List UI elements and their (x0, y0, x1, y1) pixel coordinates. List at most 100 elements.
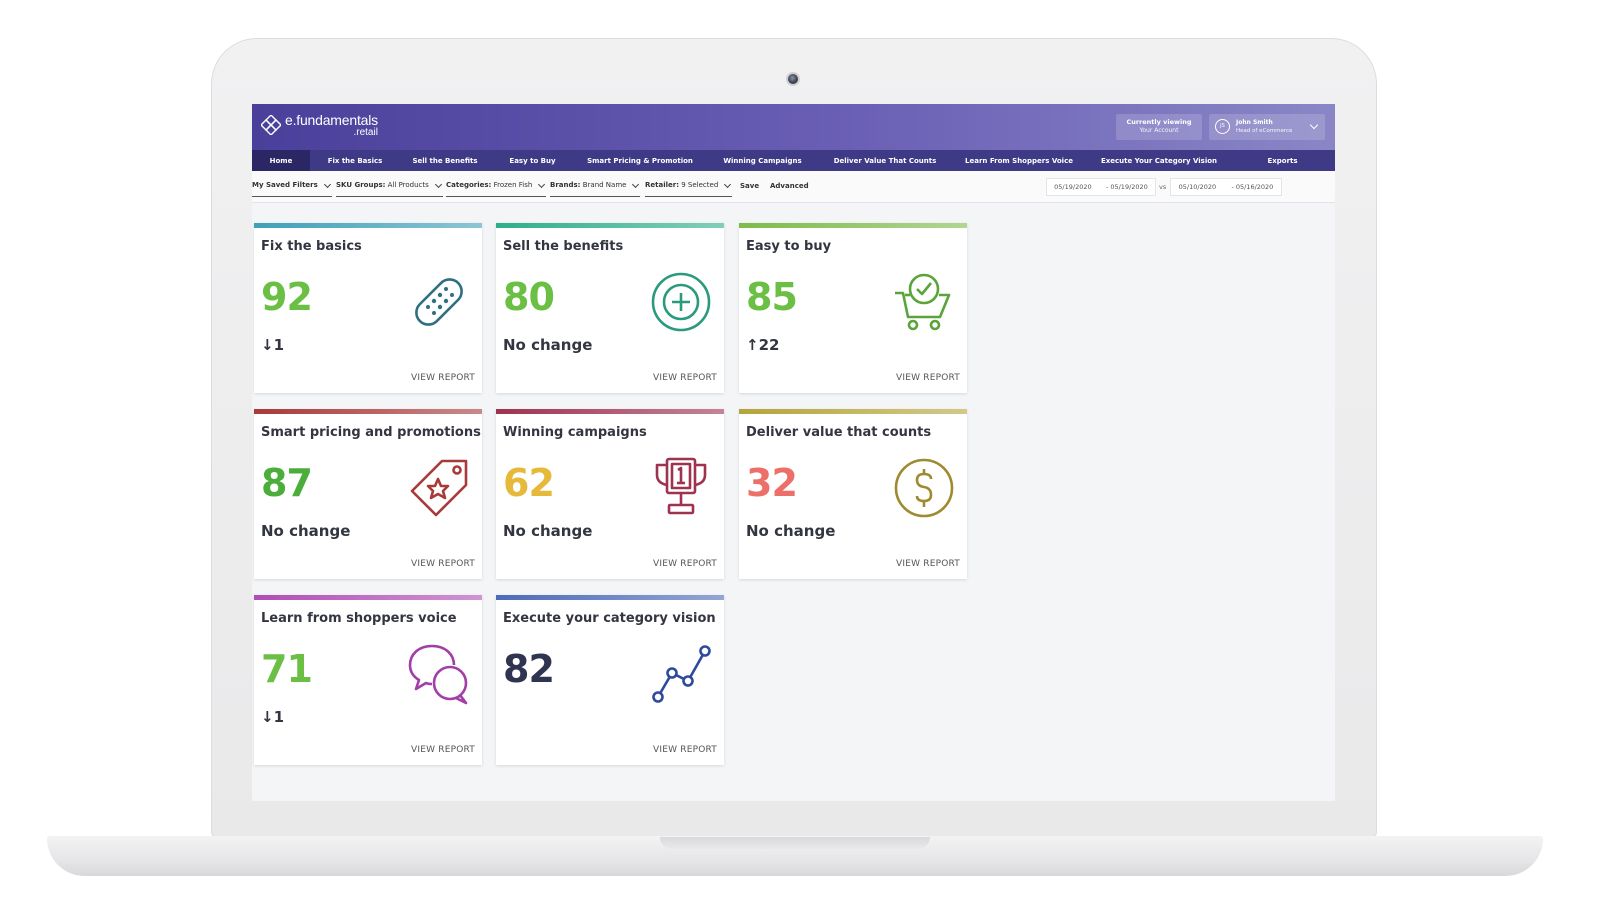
card-score: 82 (503, 647, 555, 691)
card-accent-bar (254, 409, 482, 414)
user-name: John Smith (1236, 119, 1273, 126)
card-change: No change (503, 336, 593, 354)
filter-bar: My Saved Filters SKU Groups: All Product… (252, 171, 1335, 203)
retailer-dropdown[interactable]: Retailer: 9 Selected (645, 180, 733, 197)
avatar: JS (1215, 119, 1230, 134)
card-score: 80 (503, 275, 555, 319)
card-title: Learn from shoppers voice (261, 611, 457, 626)
logo[interactable]: e.fundamentals .retail (261, 113, 378, 138)
score-card[interactable]: Fix the basics 92 ↓1 VIEW REPORT (254, 223, 482, 393)
line-chart-icon (650, 643, 712, 705)
categories-dropdown[interactable]: Categories: Frozen Fish (446, 180, 547, 197)
view-report-link[interactable]: VIEW REPORT (895, 559, 960, 569)
trophy-icon (650, 457, 712, 519)
score-card[interactable]: Learn from shoppers voice 71 ↓1 VIEW REPOR… (254, 595, 482, 765)
date-range-current[interactable]: 05/19/2020 - 05/19/2020 (1046, 178, 1156, 196)
retailer-value: 9 Selected (681, 181, 719, 189)
brands-value: Brand Name (582, 181, 627, 189)
sku-groups-label: SKU Groups: (336, 181, 386, 189)
card-title: Easy to buy (746, 239, 832, 254)
score-card[interactable]: Deliver value that counts 32 No change VIE… (739, 409, 967, 579)
view-report-link[interactable]: VIEW REPORT (410, 373, 475, 383)
saved-filters-label: My Saved Filters (252, 181, 318, 189)
plus-circle-icon (650, 271, 712, 333)
sku-groups-value: All Products (387, 181, 429, 189)
tab-easy-to-buy[interactable]: Easy to Buy (509, 156, 556, 165)
card-change: ↓1 (261, 336, 285, 354)
categories-value: Frozen Fish (493, 181, 533, 189)
categories-label: Categories: (446, 181, 492, 189)
vs-label: vs (1159, 183, 1167, 191)
bandage-icon (408, 271, 470, 333)
card-title: Sell the benefits (503, 239, 624, 254)
tab-winning-campaigns[interactable]: Winning Campaigns (723, 156, 802, 165)
save-button[interactable]: Save (740, 182, 760, 190)
card-score: 87 (261, 461, 313, 505)
chevron-down-icon (724, 180, 732, 189)
tab-exports[interactable]: Exports (1267, 156, 1298, 165)
view-report-link[interactable]: VIEW REPORT (652, 745, 717, 755)
price-tag-icon (408, 457, 470, 519)
card-change: No change (746, 522, 836, 540)
card-title: Fix the basics (261, 239, 362, 254)
card-score: 71 (261, 647, 313, 691)
logo-main-text: e.fundamentals (285, 112, 378, 128)
card-score: 92 (261, 275, 313, 319)
advanced-button[interactable]: Advanced (770, 182, 809, 190)
user-role: Head of eCommerce (1236, 128, 1293, 134)
card-title: Smart pricing and promotions (261, 425, 481, 440)
tab-smart-pricing[interactable]: Smart Pricing & Promotion (587, 156, 693, 165)
chat-bubbles-icon (408, 643, 470, 705)
tab-fix-the-basics[interactable]: Fix the Basics (327, 156, 383, 165)
range1-end: - 05/19/2020 (1105, 183, 1148, 191)
card-accent-bar (739, 409, 967, 414)
logo-sub-text: .retail (353, 127, 378, 138)
main-nav: Home Fix the Basics Sell the Benefits Ea… (252, 150, 1335, 171)
chevron-down-icon (1309, 120, 1319, 130)
card-title: Deliver value that counts (746, 425, 932, 440)
card-accent-bar (496, 223, 724, 228)
card-change: No change (261, 522, 351, 540)
score-card[interactable]: Easy to buy 85 ↑22 VIEW REPORT (739, 223, 967, 393)
camera-icon (786, 72, 800, 86)
card-accent-bar (496, 595, 724, 600)
tab-home[interactable]: Home (252, 150, 310, 171)
tab-execute-category-vision[interactable]: Execute Your Category Vision (1100, 156, 1218, 165)
user-menu[interactable]: JS John Smith Head of eCommerce (1209, 114, 1325, 140)
view-report-link[interactable]: VIEW REPORT (652, 373, 717, 383)
cart-check-icon (893, 271, 955, 333)
chevron-down-icon (434, 180, 442, 189)
account-switcher[interactable]: Currently viewing Your Account (1116, 114, 1202, 140)
score-card[interactable]: Sell the benefits 80 No change VIEW REPORT (496, 223, 724, 393)
brands-label: Brands: (550, 181, 581, 189)
view-report-link[interactable]: VIEW REPORT (410, 745, 475, 755)
laptop-notch (660, 837, 930, 849)
app-header: e.fundamentals .retail Currently viewing… (252, 104, 1335, 150)
score-card[interactable]: Winning campaigns 62 No change VIEW REPORT (496, 409, 724, 579)
score-card[interactable]: Smart pricing and promotions 87 No change … (254, 409, 482, 579)
chevron-down-icon (632, 180, 640, 189)
brands-dropdown[interactable]: Brands: Brand Name (550, 180, 641, 197)
sku-groups-dropdown[interactable]: SKU Groups: All Products (336, 180, 443, 197)
card-accent-bar (254, 595, 482, 600)
range1-start: 05/19/2020 (1054, 183, 1092, 191)
card-change: No change (503, 522, 593, 540)
view-report-link[interactable]: VIEW REPORT (652, 559, 717, 569)
tab-deliver-value[interactable]: Deliver Value That Counts (833, 156, 937, 165)
tab-learn-from-shoppers[interactable]: Learn From Shoppers Voice (965, 156, 1073, 165)
card-accent-bar (739, 223, 967, 228)
saved-filters-dropdown[interactable]: My Saved Filters (252, 180, 332, 197)
retailer-label: Retailer: (645, 181, 680, 189)
range2-end: - 05/16/2020 (1231, 183, 1274, 191)
date-range-compare[interactable]: 05/10/2020 - 05/16/2020 (1170, 178, 1282, 196)
card-score: 62 (503, 461, 555, 505)
score-card[interactable]: Execute your category vision 82 VIEW REPO… (496, 595, 724, 765)
view-report-link[interactable]: VIEW REPORT (410, 559, 475, 569)
tab-sell-the-benefits[interactable]: Sell the Benefits (412, 156, 478, 165)
dollar-coin-icon (893, 457, 955, 519)
card-accent-bar (496, 409, 724, 414)
view-report-link[interactable]: VIEW REPORT (895, 373, 960, 383)
logo-mark-icon (261, 115, 281, 135)
viewing-account: Your Account (1139, 127, 1179, 134)
card-change: ↓1 (261, 708, 285, 726)
